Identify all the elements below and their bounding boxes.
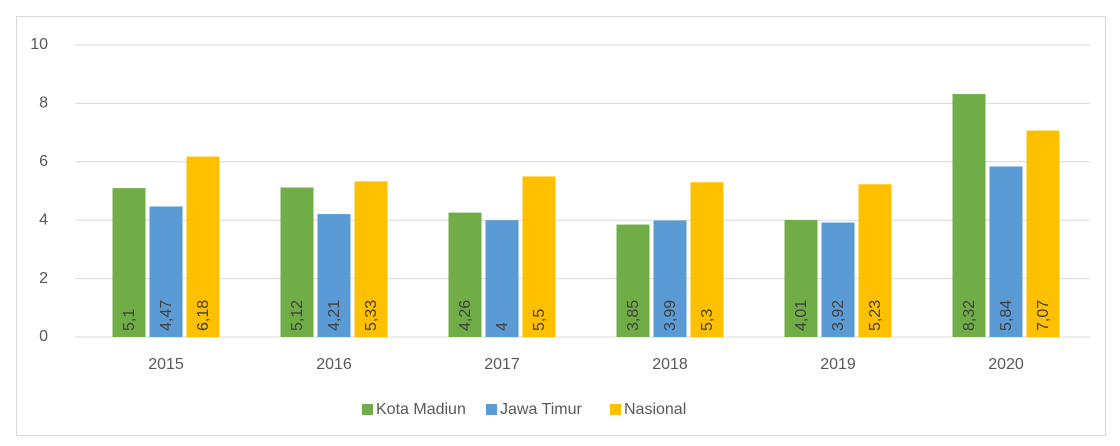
x-tick-label: 2019 <box>820 356 856 373</box>
bar <box>186 156 220 337</box>
value-label: 7,07 <box>1035 300 1052 331</box>
value-label: 8,32 <box>961 300 978 331</box>
legend-swatch <box>486 404 497 415</box>
bar <box>653 220 687 337</box>
y-tick-label: 8 <box>39 95 48 112</box>
value-label: 4,26 <box>457 300 474 331</box>
x-tick-label: 2018 <box>652 356 688 373</box>
value-label: 6,18 <box>195 300 212 331</box>
legend-label: Nasional <box>624 401 686 418</box>
value-label: 4,47 <box>158 300 175 331</box>
legend-swatch <box>362 404 373 415</box>
bar <box>448 212 482 337</box>
bar <box>952 94 986 337</box>
legend-swatch <box>610 404 621 415</box>
value-label: 5,84 <box>998 300 1015 331</box>
value-label: 3,92 <box>830 300 847 331</box>
value-label: 5,12 <box>289 300 306 331</box>
value-label: 5,5 <box>531 309 548 331</box>
bar <box>317 214 351 337</box>
legend-label: Jawa Timur <box>500 401 582 418</box>
y-tick-label: 10 <box>30 36 48 53</box>
bar <box>784 219 818 337</box>
legend-label: Kota Madiun <box>376 401 466 418</box>
bar <box>485 220 519 337</box>
value-label: 4,21 <box>326 300 343 331</box>
value-label: 5,3 <box>699 309 716 331</box>
bar <box>149 206 183 337</box>
value-label: 4,01 <box>793 300 810 331</box>
value-label: 5,1 <box>121 309 138 331</box>
bar <box>280 187 314 337</box>
bar <box>616 224 650 337</box>
bar <box>354 181 388 337</box>
value-label: 5,33 <box>363 300 380 331</box>
bar <box>1026 130 1060 337</box>
bar <box>112 188 146 337</box>
bar <box>858 184 892 337</box>
x-tick-label: 2020 <box>988 356 1024 373</box>
y-tick-label: 4 <box>39 211 48 228</box>
bar <box>989 166 1023 337</box>
bar <box>522 176 556 337</box>
bar <box>821 222 855 337</box>
value-label: 3,85 <box>625 300 642 331</box>
value-label: 5,23 <box>867 300 884 331</box>
y-tick-label: 0 <box>39 328 48 345</box>
y-tick-label: 6 <box>39 153 48 170</box>
value-label: 3,99 <box>662 300 679 331</box>
x-tick-label: 2017 <box>484 356 520 373</box>
bar <box>690 182 724 337</box>
x-tick-label: 2015 <box>148 356 184 373</box>
value-label: 4 <box>494 322 511 331</box>
y-tick-label: 2 <box>39 270 48 287</box>
x-tick-label: 2016 <box>316 356 352 373</box>
